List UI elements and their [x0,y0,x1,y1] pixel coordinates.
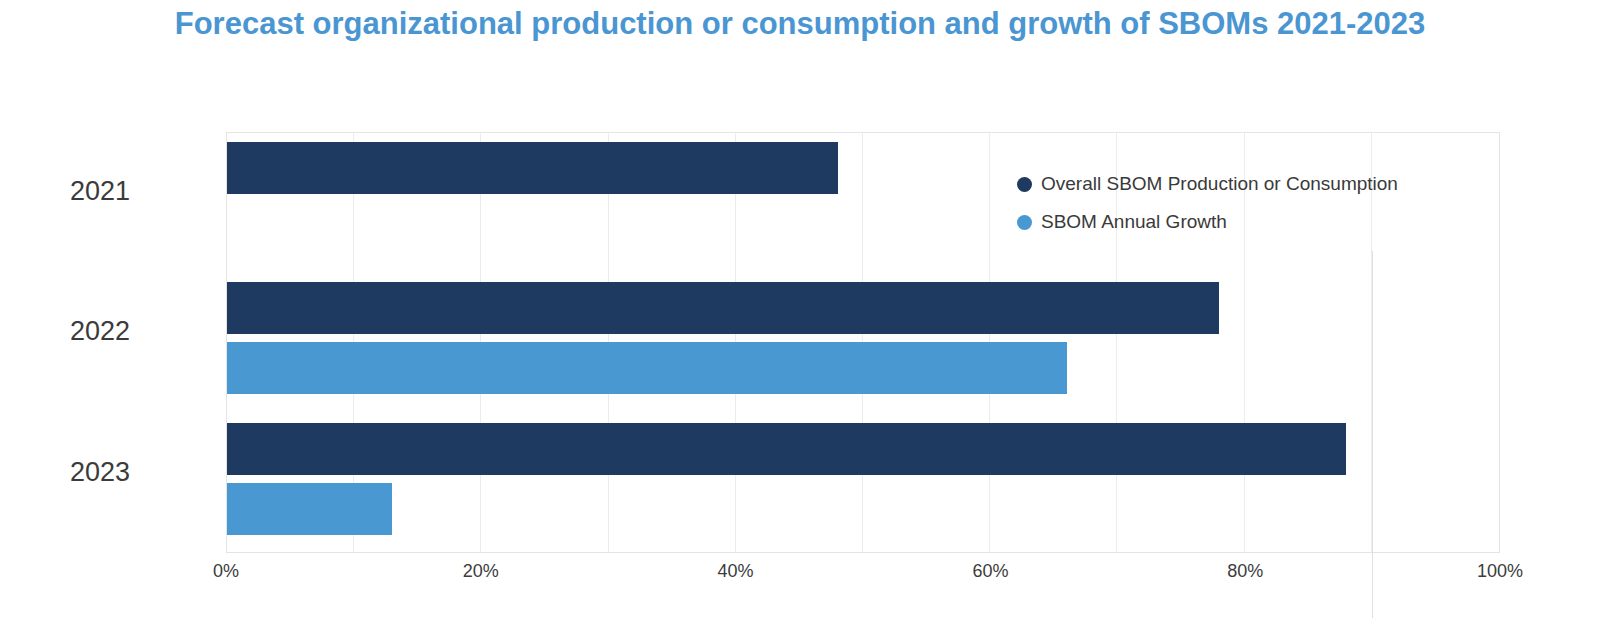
plot-area: Overall SBOM Production or Consumption SB… [226,132,1500,553]
bar-group-2022 [227,273,1499,413]
category-label-2023: 2023 [30,457,170,487]
legend-marker-icon [1017,177,1032,192]
bar-2022-series-0 [227,282,1219,334]
bar-2023-series-0 [227,423,1346,475]
legend-label: Overall SBOM Production or Consumption [1041,173,1398,195]
category-label-2021: 2021 [30,176,170,206]
bar-2023-series-1 [227,483,392,535]
legend-item-0: Overall SBOM Production or Consumption [1017,173,1398,195]
sbom-forecast-chart: Forecast organizational production or co… [0,0,1600,619]
x-tick-label-60pct: 60% [930,561,1050,582]
legend-item-1: SBOM Annual Growth [1017,211,1398,233]
x-tick-label-20pct: 20% [421,561,541,582]
legend-label: SBOM Annual Growth [1041,211,1227,233]
x-tick-label-80pct: 80% [1185,561,1305,582]
legend-marker-icon [1017,215,1032,230]
category-label-2022: 2022 [30,316,170,346]
bar-2022-series-1 [227,342,1067,394]
x-tick-label-40pct: 40% [676,561,796,582]
x-tick-label-0pct: 0% [166,561,286,582]
bar-group-2023 [227,414,1499,554]
legend: Overall SBOM Production or Consumption SB… [1017,173,1398,233]
bar-2021-series-0 [227,142,838,194]
chart-title: Forecast organizational production or co… [0,6,1600,42]
x-tick-label-100pct: 100% [1440,561,1560,582]
